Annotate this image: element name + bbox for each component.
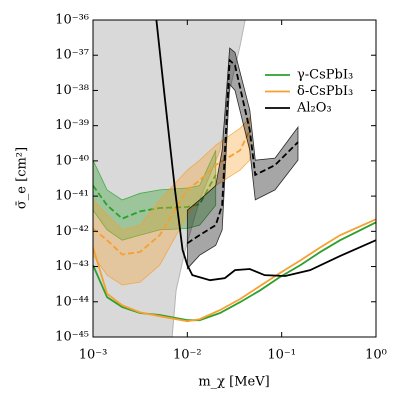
projection-line [93,174,217,220]
axes-frame [92,19,377,338]
y-tick-label: 10⁻³⁹ [55,118,89,133]
x-tick-label: 10⁰ [365,348,387,363]
plot-area [93,20,376,337]
y-tick-label: 10⁻³⁷ [55,48,89,63]
excluded-region-edge [171,20,246,337]
projection-band [93,116,251,286]
legend-label: Al₂O₃ [296,101,332,116]
y-tick-label: 10⁻⁴³ [55,259,89,274]
legend-label: γ-CsPbI₃ [297,68,353,83]
x-tick-label: 10⁻³ [79,348,108,363]
y-tick-label: 10⁻⁴⁴ [55,294,89,309]
y-tick-label: 10⁻³⁶ [55,13,89,28]
projection-line [93,129,251,256]
y-tick-label: 10⁻⁴² [55,224,89,239]
x-tick-label: 10⁻² [173,348,202,363]
y-axis-label: σ̄_e [cm²] [15,147,30,209]
series-line [93,218,376,323]
y-tick-label: 10⁻⁴⁵ [55,330,89,345]
y-tick-label: 10⁻⁴¹ [55,189,89,204]
y-tick-label: 10⁻⁴⁰ [55,153,89,168]
legend-label: δ-CsPbI₃ [297,84,353,99]
series-line [155,20,376,282]
x-axis-label: m_χ [MeV] [198,375,269,390]
projection-band [186,47,299,270]
excluded-region [93,20,246,337]
projection-line [186,58,299,244]
series-line [93,221,376,322]
x-tick-label: 10⁻¹ [267,348,296,363]
y-tick-label: 10⁻³⁸ [55,83,89,98]
